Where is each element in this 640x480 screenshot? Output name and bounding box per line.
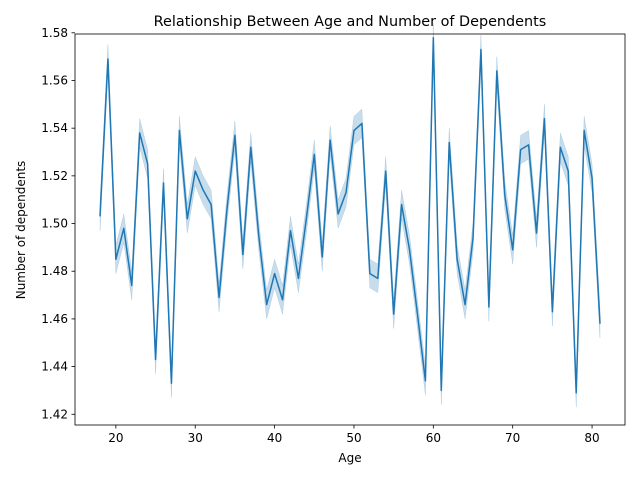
data-point	[400, 203, 403, 206]
data-point	[599, 322, 602, 325]
data-point	[345, 191, 348, 194]
data-point	[178, 129, 181, 132]
data-point	[479, 48, 482, 51]
data-point	[495, 69, 498, 72]
y-axis-title: Number of dependents	[14, 161, 28, 300]
data-point	[472, 236, 475, 239]
data-point	[448, 141, 451, 144]
data-point	[519, 148, 522, 151]
data-point	[337, 213, 340, 216]
data-point	[154, 358, 157, 361]
data-point	[440, 389, 443, 392]
chart-title: Relationship Between Age and Number of D…	[154, 14, 547, 30]
data-point	[225, 208, 228, 211]
data-point	[559, 146, 562, 149]
plot-area	[99, 23, 602, 408]
data-point	[170, 382, 173, 385]
y-tick-label: 1.52	[41, 169, 68, 183]
y-tick-label: 1.48	[41, 264, 68, 278]
data-point	[106, 58, 109, 61]
data-point	[535, 232, 538, 235]
data-point	[130, 284, 133, 287]
data-point	[591, 177, 594, 180]
data-point	[249, 146, 252, 149]
data-point	[122, 227, 125, 230]
data-point	[376, 277, 379, 280]
data-point	[114, 258, 117, 261]
data-point	[424, 379, 427, 382]
data-point	[551, 310, 554, 313]
data-point	[257, 234, 260, 237]
x-tick-label: 70	[505, 431, 520, 445]
x-tick-label: 40	[267, 431, 282, 445]
data-point	[289, 229, 292, 232]
y-tick-label: 1.58	[41, 26, 68, 40]
data-point	[99, 215, 102, 218]
data-point	[241, 253, 244, 256]
y-axis: 1.42 1.44 1.46 1.48 1.50 1.52 1.54 1.56 1.58	[41, 26, 75, 421]
data-point	[297, 277, 300, 280]
data-point	[265, 303, 268, 306]
x-tick-label: 30	[188, 431, 203, 445]
y-tick-label: 1.50	[41, 217, 68, 231]
confidence-band	[99, 23, 601, 408]
data-point	[464, 303, 467, 306]
x-axis: 20 30 40 50 60 70 80	[108, 425, 600, 445]
y-tick-label: 1.46	[41, 312, 68, 326]
data-point	[384, 170, 387, 173]
x-tick-label: 20	[108, 431, 123, 445]
data-point	[305, 217, 308, 220]
data-point	[487, 305, 490, 308]
data-point	[273, 272, 276, 275]
data-point	[194, 170, 197, 173]
data-point	[146, 162, 149, 165]
data-point	[432, 36, 435, 39]
data-point	[360, 122, 363, 125]
data-point	[368, 272, 371, 275]
data-point	[329, 139, 332, 142]
data-point	[527, 143, 530, 146]
x-axis-title: Age	[338, 451, 361, 465]
series-line	[99, 36, 601, 394]
data-point	[583, 129, 586, 132]
data-point	[281, 298, 284, 301]
data-point	[503, 193, 506, 196]
data-point	[511, 248, 514, 251]
data-point	[321, 255, 324, 258]
data-point	[575, 391, 578, 394]
x-tick-label: 80	[584, 431, 599, 445]
y-tick-label: 1.42	[41, 407, 68, 421]
data-point	[567, 170, 570, 173]
data-point	[138, 131, 141, 134]
data-point	[456, 258, 459, 261]
data-point	[233, 134, 236, 137]
y-tick-label: 1.54	[41, 121, 68, 135]
data-point	[352, 129, 355, 132]
data-point	[210, 203, 213, 206]
data-point	[218, 296, 221, 299]
data-point	[392, 313, 395, 316]
y-tick-label: 1.44	[41, 360, 68, 374]
data-point	[543, 117, 546, 120]
axes-frame	[74, 33, 626, 426]
data-point	[313, 153, 316, 156]
y-tick-label: 1.56	[41, 73, 68, 87]
x-tick-label: 50	[346, 431, 361, 445]
data-point	[162, 182, 165, 185]
data-point	[408, 248, 411, 251]
x-tick-label: 60	[426, 431, 441, 445]
data-point	[186, 217, 189, 220]
data-point	[416, 313, 419, 316]
data-point	[202, 189, 205, 192]
